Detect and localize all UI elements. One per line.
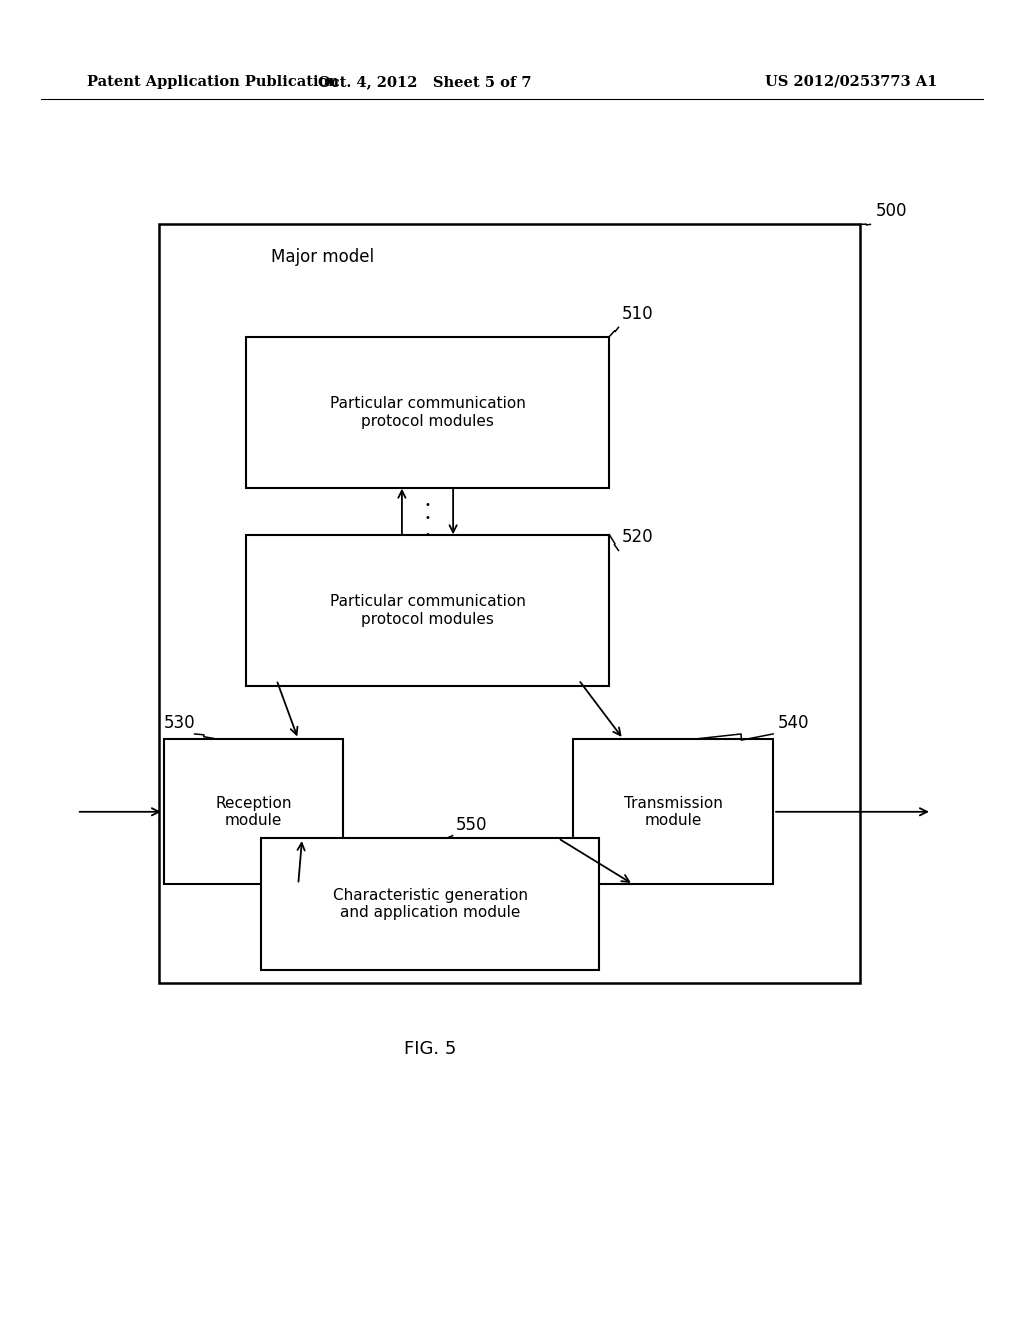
Text: Particular communication
protocol modules: Particular communication protocol module… (330, 594, 525, 627)
Bar (164, 739, 343, 884)
Text: •: • (425, 531, 430, 540)
Text: 500: 500 (876, 202, 907, 220)
Text: 520: 520 (622, 528, 653, 546)
Bar (261, 838, 599, 970)
Text: Characteristic generation
and application module: Characteristic generation and applicatio… (333, 888, 527, 920)
Text: •: • (425, 500, 430, 510)
Text: 550: 550 (456, 816, 487, 834)
Text: Patent Application Publication: Patent Application Publication (87, 75, 339, 88)
Text: FIG. 5: FIG. 5 (403, 1040, 457, 1059)
Text: 540: 540 (778, 714, 810, 733)
Text: Transmission
module: Transmission module (624, 796, 723, 828)
Text: Reception
module: Reception module (215, 796, 292, 828)
Bar (159, 224, 860, 983)
Text: 510: 510 (622, 305, 653, 323)
Text: Oct. 4, 2012   Sheet 5 of 7: Oct. 4, 2012 Sheet 5 of 7 (318, 75, 531, 88)
Bar (246, 337, 609, 488)
Text: Particular communication
protocol modules: Particular communication protocol module… (330, 396, 525, 429)
Bar (573, 739, 773, 884)
Text: US 2012/0253773 A1: US 2012/0253773 A1 (765, 75, 937, 88)
Text: •: • (425, 513, 430, 523)
Bar (246, 535, 609, 686)
Text: Major model: Major model (271, 248, 374, 267)
Text: 530: 530 (164, 714, 196, 733)
